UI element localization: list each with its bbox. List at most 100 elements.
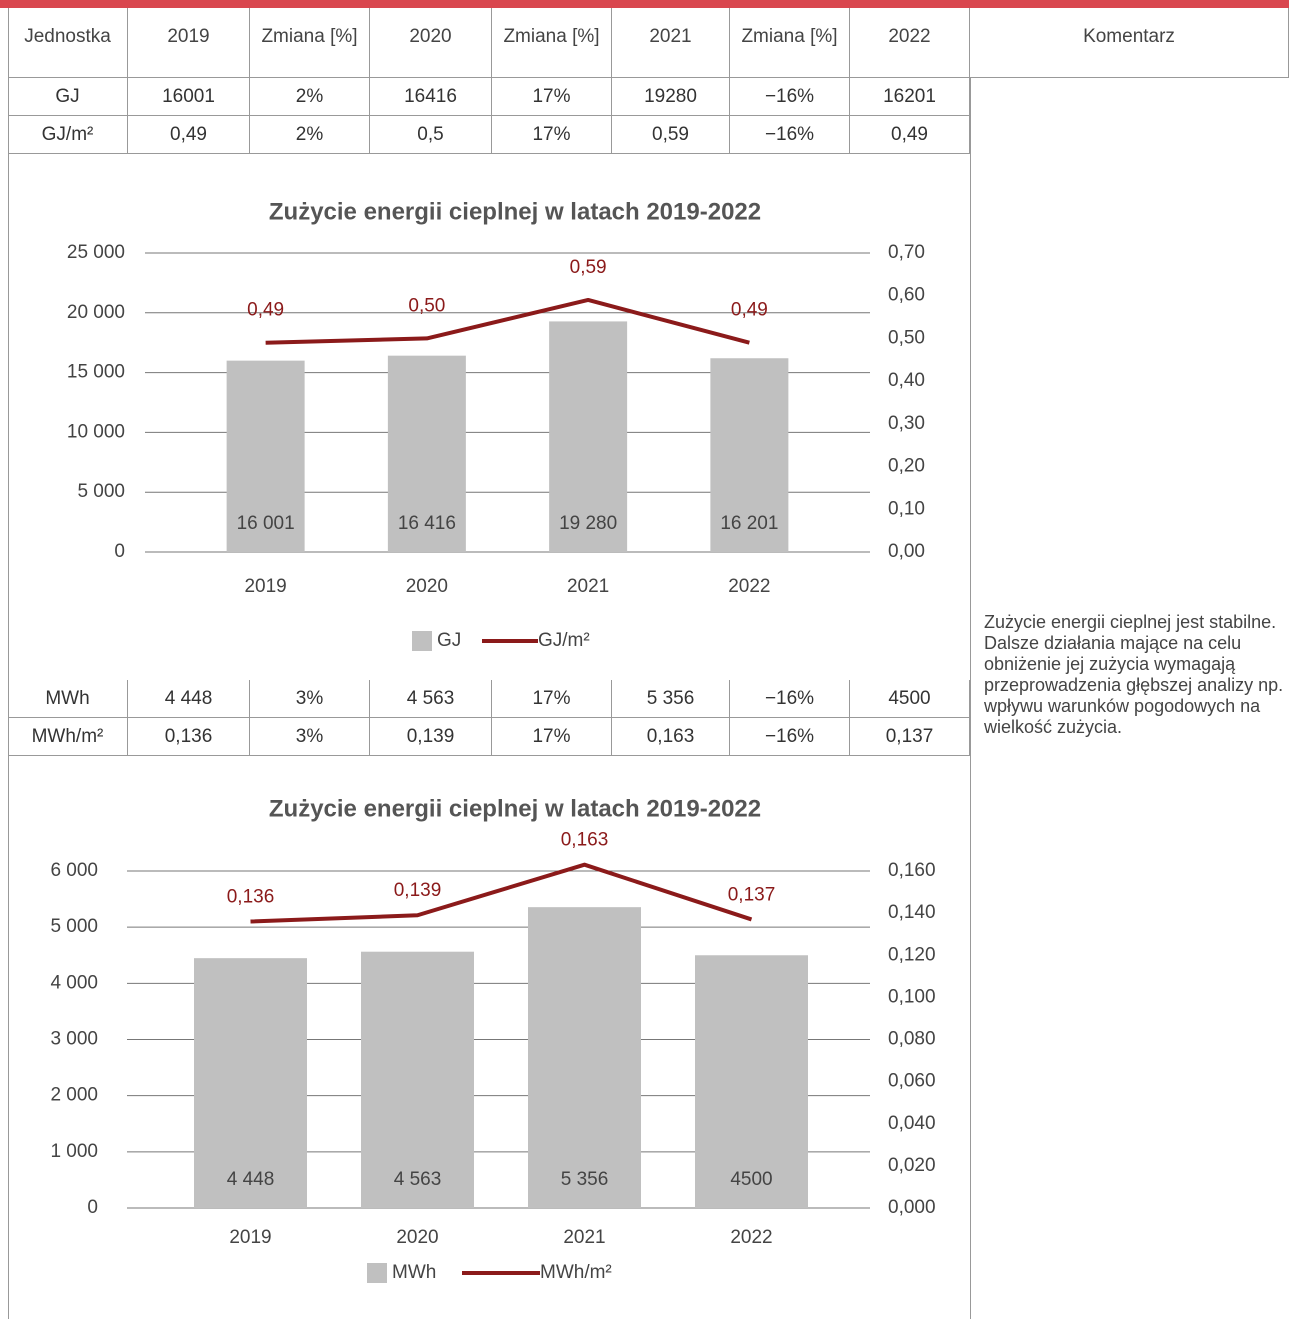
y2-tick-label: 0,040 — [888, 1113, 936, 1134]
y2-tick-label: 0,020 — [888, 1155, 936, 1176]
bar — [528, 907, 641, 1208]
table-cell: 16416 — [370, 78, 492, 116]
table-cell: 0,139 — [370, 718, 492, 756]
top-bar — [0, 0, 1289, 8]
line — [265, 297, 750, 345]
y2-tick-label: 0,140 — [888, 902, 936, 923]
table-cell: 17% — [492, 680, 612, 718]
table-cell: 2% — [250, 116, 370, 154]
table-cell: 0,163 — [612, 718, 730, 756]
line-value-label: 0,139 — [394, 880, 442, 901]
legend-label: MWh — [392, 1262, 436, 1283]
y-tick-label: 5 000 — [50, 916, 98, 937]
x-tick-label: 2020 — [406, 576, 448, 597]
y2-tick-label: 0,40 — [888, 370, 925, 391]
x-tick-label: 2022 — [728, 576, 770, 597]
table-cell: 3% — [250, 680, 370, 718]
bar-value-label: 19 280 — [559, 513, 617, 534]
table-cell: 5 356 — [612, 680, 730, 718]
table-cell: −16% — [730, 78, 850, 116]
y-tick-label: 1 000 — [50, 1141, 98, 1162]
y2-tick-label: 0,000 — [888, 1197, 936, 1218]
header-cell: Zmiana [%] — [730, 8, 850, 78]
x-tick-label: 2019 — [229, 1227, 271, 1248]
y-tick-label: 0 — [114, 541, 125, 562]
table-cell: 16001 — [128, 78, 250, 116]
table-cell: 17% — [492, 718, 612, 756]
table-cell: −16% — [730, 680, 850, 718]
y-tick-label: 4 000 — [50, 972, 98, 993]
legend-label: GJ — [437, 630, 461, 651]
header-cell: Zmiana [%] — [250, 8, 370, 78]
bar-value-label: 5 356 — [561, 1169, 609, 1190]
table-cell: 2% — [250, 78, 370, 116]
line-value-label: 0,59 — [570, 257, 607, 278]
table-cell: 0,59 — [612, 116, 730, 154]
y-tick-label: 2 000 — [50, 1085, 98, 1106]
line-value-label: 0,50 — [408, 295, 445, 316]
y2-tick-label: 0,100 — [888, 986, 936, 1007]
chart-title: Zużycie energii cieplnej w latach 2019-2… — [269, 198, 761, 225]
x-tick-label: 2019 — [244, 576, 286, 597]
y-tick-label: 3 000 — [50, 1029, 98, 1050]
y2-tick-label: 0,120 — [888, 944, 936, 965]
comment: Zużycie energii cieplnej jest stabilne. … — [984, 612, 1284, 737]
table-cell: 0,49 — [850, 116, 970, 154]
bar-value-label: 4 448 — [227, 1169, 275, 1190]
header-cell: Komentarz — [970, 8, 1289, 78]
table-cell: 4500 — [850, 680, 970, 718]
y-tick-label: 20 000 — [67, 302, 125, 323]
x-tick-label: 2021 — [567, 576, 609, 597]
bar-value-label: 16 201 — [720, 513, 778, 534]
bar — [361, 951, 474, 1208]
y-tick-label: 5 000 — [77, 481, 125, 502]
y2-tick-label: 0,00 — [888, 541, 925, 562]
table-cell: −16% — [730, 116, 850, 154]
header-cell: Zmiana [%] — [492, 8, 612, 78]
table-cell: 0,137 — [850, 718, 970, 756]
y2-tick-label: 0,70 — [888, 242, 925, 263]
table-cell: −16% — [730, 718, 850, 756]
y-tick-label: 6 000 — [50, 860, 98, 881]
header-cell: 2021 — [612, 8, 730, 78]
x-tick-label: 2022 — [730, 1227, 772, 1248]
bar-value-label: 4 563 — [394, 1169, 442, 1190]
table-cell: MWh — [8, 680, 128, 718]
header-cell: 2020 — [370, 8, 492, 78]
bar — [549, 321, 628, 552]
bar-value-label: 16 416 — [398, 513, 456, 534]
y-tick-label: 25 000 — [67, 242, 125, 263]
line-value-label: 0,137 — [728, 884, 776, 905]
bar-value-label: 4500 — [730, 1169, 772, 1190]
line-value-label: 0,136 — [227, 887, 275, 908]
table-cell: 16201 — [850, 78, 970, 116]
table-cell: 0,49 — [128, 116, 250, 154]
chart-title: Zużycie energii cieplnej w latach 2019-2… — [269, 795, 761, 822]
line-value-label: 0,49 — [731, 300, 768, 321]
outer-left-border — [8, 8, 9, 1319]
table-cell: 3% — [250, 718, 370, 756]
y2-tick-label: 0,080 — [888, 1029, 936, 1050]
table-cell: 17% — [492, 78, 612, 116]
legend-label: GJ/m² — [538, 630, 590, 651]
bar — [194, 958, 307, 1208]
line-value-label: 0,163 — [561, 830, 609, 851]
table-cell: GJ — [8, 78, 128, 116]
y2-tick-label: 0,50 — [888, 327, 925, 348]
bar — [226, 360, 305, 552]
bar-value-label: 16 001 — [237, 513, 295, 534]
y-tick-label: 10 000 — [67, 421, 125, 442]
comment-column-border — [970, 78, 971, 1319]
y2-tick-label: 0,60 — [888, 285, 925, 306]
header-cell: 2019 — [128, 8, 250, 78]
table-cell: 17% — [492, 116, 612, 154]
y2-tick-label: 0,060 — [888, 1071, 936, 1092]
y2-tick-label: 0,30 — [888, 413, 925, 434]
table-cell: 4 448 — [128, 680, 250, 718]
bar — [710, 358, 789, 552]
x-tick-label: 2020 — [396, 1227, 438, 1248]
y2-tick-label: 0,160 — [888, 860, 936, 881]
table-cell: 0,136 — [128, 718, 250, 756]
